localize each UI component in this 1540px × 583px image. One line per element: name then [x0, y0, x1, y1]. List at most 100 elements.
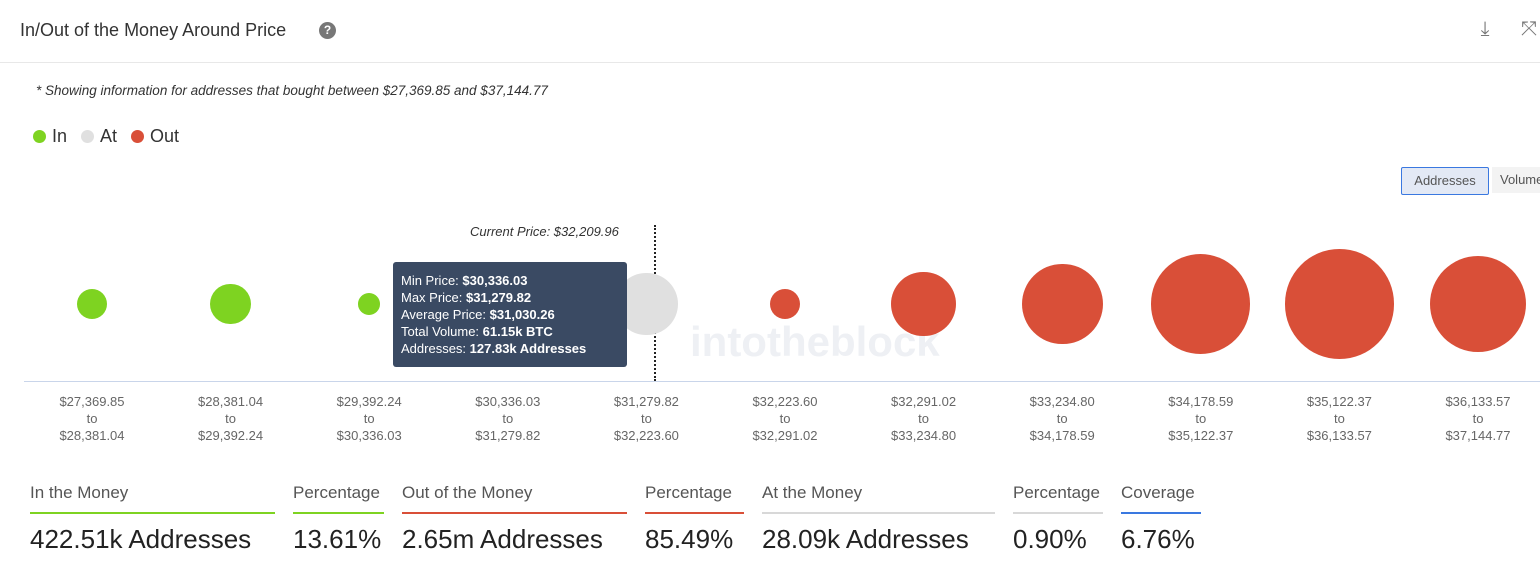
bin-to: $34,178.59: [1029, 428, 1095, 443]
stat-value: 422.51k Addresses: [30, 524, 252, 554]
bin-to: $32,291.02: [752, 428, 818, 443]
stat-value: 85.49%: [645, 524, 734, 554]
legend-dot: [81, 130, 95, 143]
tooltip-label: Average Price:: [401, 307, 490, 322]
bin-to: $30,336.03: [336, 428, 402, 443]
bin-to-word: to: [640, 411, 652, 426]
bin-label: $27,369.85 to $28,381.04: [27, 393, 157, 444]
stat-label: Percentage: [645, 483, 744, 514]
bubble-out[interactable]: [891, 271, 956, 337]
volume-toggle[interactable]: Volume: [1492, 167, 1540, 193]
bin-to: $36,133.57: [1306, 428, 1372, 443]
tooltip-label: Max Price:: [401, 290, 467, 305]
bin-label: $29,392.24 to $30,336.03: [304, 393, 434, 444]
bin-from: $31,279.82: [613, 394, 679, 409]
stat-value: 6.76%: [1121, 524, 1195, 554]
bubble-out[interactable]: [1429, 255, 1527, 353]
tooltip-label: Min Price:: [401, 273, 463, 288]
tooltip-volume: 61.15k BTC: [482, 324, 553, 339]
stat-label: Out of the Money: [402, 483, 627, 514]
bubble-out[interactable]: [1151, 254, 1251, 354]
stat-label: At the Money: [762, 483, 995, 514]
bin-to: $33,234.80: [891, 428, 957, 443]
stat-label: Percentage: [1013, 483, 1103, 514]
bubble-in[interactable]: [358, 293, 381, 315]
bin-label: $35,122.37 to $36,133.57: [1274, 393, 1404, 444]
stat-value: 2.65m Addresses: [402, 524, 603, 554]
stat-value: 0.90%: [1013, 524, 1087, 554]
bin-to-word: to: [918, 411, 930, 426]
tooltip-min-price: $30,336.03: [462, 273, 528, 288]
bin-label: $33,234.80 to $34,178.59: [997, 393, 1127, 444]
stat-label: Percentage: [293, 483, 384, 514]
bubble-out[interactable]: [769, 288, 801, 320]
bin-to-word: to: [1333, 411, 1345, 426]
legend-in[interactable]: In: [33, 126, 67, 147]
tooltip: Min Price: $30,336.03 Max Price: $31,279…: [393, 262, 627, 367]
bin-to-word: to: [86, 411, 98, 426]
current-price-label: Current Price: $32,209.96: [470, 224, 619, 239]
bin-to: $32,223.60: [613, 428, 679, 443]
bin-to-word: to: [363, 411, 375, 426]
x-axis: [24, 381, 1540, 382]
download-icon[interactable]: ⤓: [1480, 18, 1490, 40]
bin-label: $32,223.60 to $32,291.02: [720, 393, 850, 444]
bin-from: $36,133.57: [1445, 394, 1511, 409]
bubble-in[interactable]: [210, 283, 251, 325]
addresses-toggle[interactable]: Addresses: [1401, 167, 1489, 195]
bin-label: $36,133.57 to $37,144.77: [1413, 393, 1540, 444]
legend-out[interactable]: Out: [131, 126, 179, 147]
bin-to: $28,381.04: [59, 428, 125, 443]
bin-to: $29,392.24: [198, 428, 264, 443]
stat-6: Coverage 6.76%: [1121, 483, 1201, 555]
range-note: * Showing information for addresses that…: [36, 83, 548, 98]
legend-at[interactable]: At: [81, 126, 117, 147]
bin-from: $32,291.02: [891, 394, 957, 409]
stat-1: Percentage 13.61%: [293, 483, 384, 555]
stat-3: Percentage 85.49%: [645, 483, 744, 555]
bin-to: $31,279.82: [475, 428, 541, 443]
stat-5: Percentage 0.90%: [1013, 483, 1103, 555]
bin-label: $31,279.82 to $32,223.60: [581, 393, 711, 444]
legend-label: In: [52, 126, 68, 146]
tooltip-addresses: 127.83k Addresses: [469, 341, 587, 356]
bubble-out[interactable]: [1021, 263, 1103, 345]
bin-from: $28,381.04: [198, 394, 264, 409]
bin-from: $33,234.80: [1029, 394, 1095, 409]
stat-label: Coverage: [1121, 483, 1201, 514]
stat-2: Out of the Money 2.65m Addresses: [402, 483, 627, 555]
watermark: intotheblock: [690, 318, 940, 365]
tooltip-label: Addresses:: [401, 341, 470, 356]
bin-label: $30,336.03 to $31,279.82: [443, 393, 573, 444]
bin-from: $29,392.24: [336, 394, 402, 409]
tooltip-max-price: $31,279.82: [466, 290, 532, 305]
bin-to-word: to: [1056, 411, 1068, 426]
question-circle-icon[interactable]: ?: [319, 22, 336, 39]
bubble-in[interactable]: [76, 288, 108, 320]
bin-label: $28,381.04 to $29,392.24: [166, 393, 296, 444]
bin-from: $34,178.59: [1168, 394, 1234, 409]
stat-value: 28.09k Addresses: [762, 524, 969, 554]
bin-to: $35,122.37: [1168, 428, 1234, 443]
bubble-out[interactable]: [1284, 249, 1394, 359]
legend-label: At: [100, 126, 118, 146]
bin-to-word: to: [502, 411, 514, 426]
bin-from: $32,223.60: [752, 394, 818, 409]
stat-label: In the Money: [30, 483, 275, 514]
bin-to-word: to: [1195, 411, 1207, 426]
legend-label: Out: [150, 126, 180, 146]
widget-title: In/Out of the Money Around Price: [20, 20, 287, 40]
bin-to-word: to: [779, 411, 791, 426]
bin-label: $34,178.59 to $35,122.37: [1136, 393, 1266, 444]
legend-dot: [131, 130, 145, 143]
legend: In At Out: [33, 126, 179, 147]
bin-to: $37,144.77: [1445, 428, 1511, 443]
bin-from: $27,369.85: [59, 394, 125, 409]
bin-label: $32,291.02 to $33,234.80: [859, 393, 989, 444]
stat-value: 13.61%: [293, 524, 382, 554]
bin-from: $35,122.37: [1306, 394, 1372, 409]
bin-to-word: to: [225, 411, 237, 426]
expand-icon[interactable]: ⤧: [1521, 18, 1537, 40]
bin-from: $30,336.03: [475, 394, 541, 409]
stat-0: In the Money 422.51k Addresses: [30, 483, 275, 555]
